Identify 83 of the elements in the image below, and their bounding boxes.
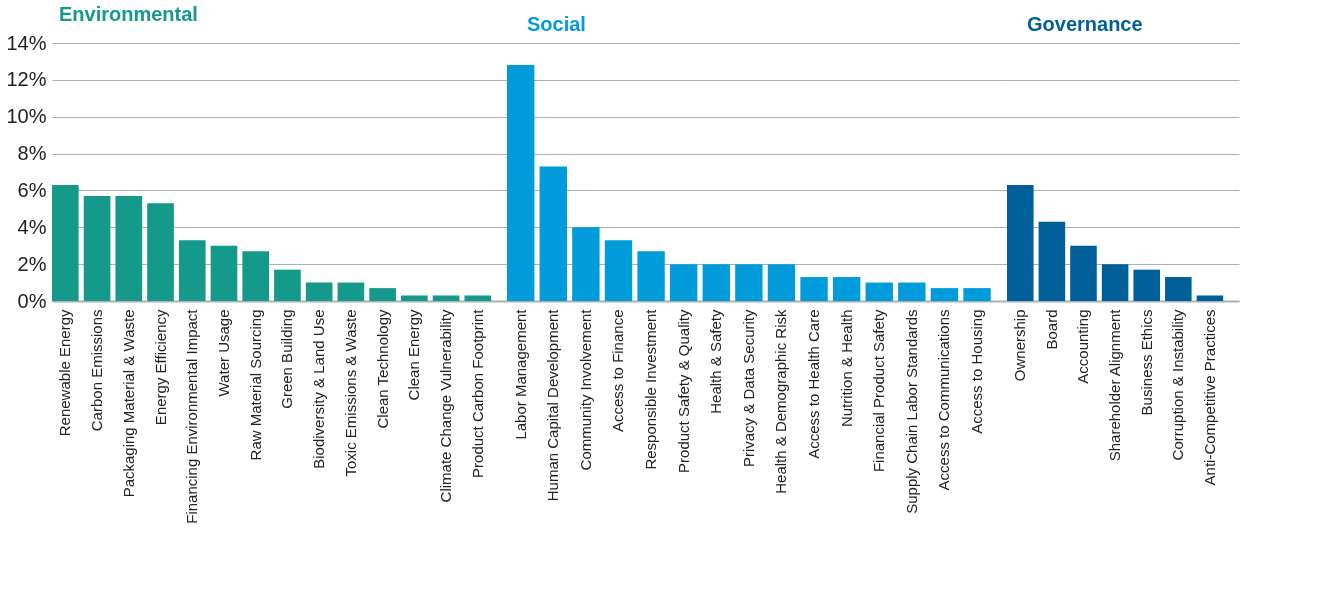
bar	[507, 65, 535, 301]
y-tick-label: 10%	[6, 105, 47, 128]
x-tick-label: Accounting	[1074, 309, 1092, 384]
bar	[865, 282, 893, 301]
bar	[464, 295, 492, 301]
x-tick-label: Energy Efficiency	[151, 309, 169, 426]
x-tick-label: Board	[1042, 309, 1060, 350]
bar	[401, 295, 428, 301]
bar	[604, 240, 633, 301]
bar	[178, 240, 206, 301]
y-tick-label: 0%	[17, 289, 47, 312]
x-tick-label: Privacy & Data Security	[739, 309, 757, 468]
chart-title: Environmental	[59, 3, 198, 25]
bar	[767, 264, 796, 301]
x-tick-label: Toxic Emissions & Waste	[341, 309, 359, 477]
bar	[1101, 264, 1129, 301]
y-tick-label: 14%	[6, 31, 47, 54]
y-tick-label: 4%	[17, 215, 47, 238]
x-tick-label: Clean Technology	[373, 309, 391, 429]
x-tick-label: Water Usage	[214, 309, 232, 397]
x-tick-label: Packaging Material & Waste	[119, 309, 137, 498]
x-tick-label: Product Carbon Footprint	[468, 308, 486, 478]
x-tick-label: Supply Chain Labor Standards	[902, 309, 920, 514]
x-tick-label: Financing Environmental Impact	[183, 308, 201, 524]
bar	[800, 277, 828, 301]
bar	[1133, 269, 1160, 301]
x-tick-label: Green Building	[278, 309, 296, 409]
bar	[669, 264, 698, 301]
chart-title: Social	[527, 13, 586, 35]
x-tick-label: Access to Finance	[609, 309, 627, 433]
bar	[898, 282, 926, 301]
bar	[305, 282, 333, 301]
x-tick-label: Access to Housing	[968, 309, 986, 434]
x-tick-label: Labor Management	[511, 308, 529, 440]
x-tick-label: Product Safety & Quality	[674, 309, 692, 473]
x-tick-label: Biodiversity & Land Use	[310, 309, 328, 469]
y-tick-label: 6%	[17, 178, 47, 201]
bar	[832, 277, 861, 301]
x-tick-label: Human Capital Development	[544, 308, 562, 502]
bar	[242, 251, 270, 301]
bar	[274, 269, 301, 301]
x-tick-label: Access to Communications	[935, 309, 953, 491]
bar	[572, 227, 600, 301]
x-tick-label: Renewable Energy	[56, 309, 74, 437]
bar	[1038, 221, 1066, 301]
bar	[1196, 295, 1224, 301]
bar	[963, 288, 991, 301]
bar	[147, 203, 174, 301]
bar	[539, 166, 567, 301]
bar	[432, 295, 460, 301]
x-tick-label: Nutrition & Health	[837, 309, 855, 428]
bar	[1070, 245, 1097, 301]
bar	[702, 264, 730, 301]
bar	[337, 282, 365, 301]
x-tick-label: Raw Material Sourcing	[246, 309, 264, 461]
bar	[52, 184, 79, 301]
y-tick-label: 12%	[6, 68, 47, 91]
x-tick-label: Access to Health Care	[805, 309, 823, 459]
x-tick-label: Shareholder Alignment	[1106, 308, 1124, 462]
bar	[1165, 277, 1192, 301]
bar	[1007, 184, 1034, 301]
x-tick-label: Health & Demographic Risk	[772, 309, 790, 494]
bar	[637, 251, 665, 301]
chart-title: Governance	[1027, 13, 1143, 35]
x-tick-label: Anti-Competitive Practices	[1200, 309, 1218, 486]
x-tick-label: Community Involvement	[576, 308, 594, 471]
y-tick-label: 8%	[17, 142, 47, 165]
bar	[735, 264, 763, 301]
bar	[83, 195, 111, 301]
x-tick-label: Climate Change Vulnerability	[437, 309, 455, 503]
y-tick-label: 2%	[17, 252, 47, 275]
x-tick-label: Responsible Investment	[642, 308, 660, 470]
x-tick-label: Health & Safety	[707, 309, 725, 414]
x-tick-label: Ownership	[1011, 309, 1029, 382]
x-tick-label: Business Ethics	[1137, 309, 1155, 416]
bar	[369, 288, 396, 301]
bar	[930, 288, 959, 301]
bar	[210, 245, 238, 301]
x-tick-label: Corruption & Instability	[1169, 309, 1187, 461]
bar	[115, 195, 143, 301]
x-tick-label: Carbon Emissions	[88, 309, 106, 432]
x-tick-label: Financial Product Safety	[870, 309, 888, 473]
x-tick-label: Clean Energy	[405, 309, 423, 401]
